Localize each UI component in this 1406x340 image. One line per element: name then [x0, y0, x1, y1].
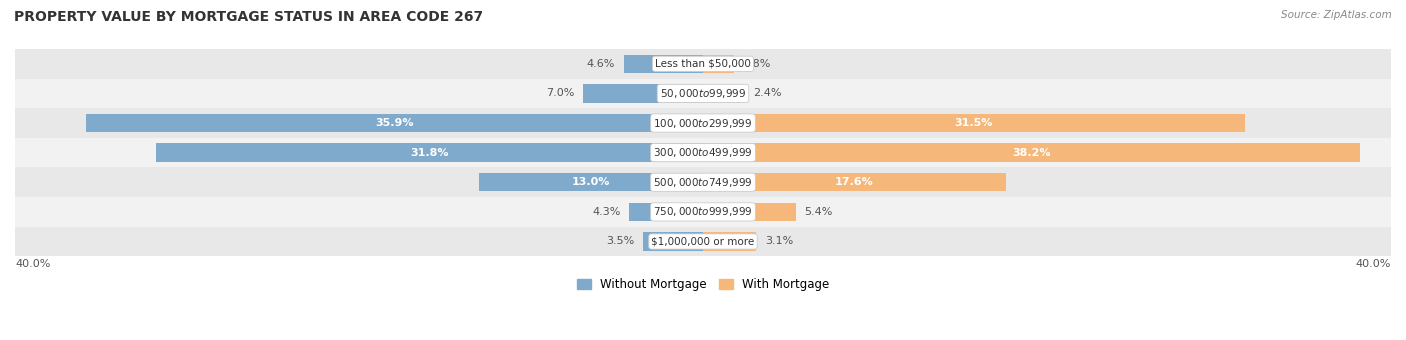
Text: 1.8%: 1.8% — [742, 59, 770, 69]
Bar — [15, 79, 1391, 108]
Text: 2.4%: 2.4% — [752, 88, 782, 98]
Bar — [479, 173, 703, 191]
Text: $1,000,000 or more: $1,000,000 or more — [651, 237, 755, 246]
Bar — [628, 203, 703, 221]
Text: Source: ZipAtlas.com: Source: ZipAtlas.com — [1281, 10, 1392, 20]
Text: 3.1%: 3.1% — [765, 237, 793, 246]
Text: $750,000 to $999,999: $750,000 to $999,999 — [654, 205, 752, 218]
Text: 4.3%: 4.3% — [592, 207, 620, 217]
Text: 31.5%: 31.5% — [955, 118, 993, 128]
Text: 38.2%: 38.2% — [1012, 148, 1050, 158]
Bar — [703, 143, 1360, 162]
Text: PROPERTY VALUE BY MORTGAGE STATUS IN AREA CODE 267: PROPERTY VALUE BY MORTGAGE STATUS IN ARE… — [14, 10, 484, 24]
Bar — [15, 138, 1391, 168]
Text: 4.6%: 4.6% — [586, 59, 616, 69]
Text: $300,000 to $499,999: $300,000 to $499,999 — [654, 146, 752, 159]
Bar — [15, 227, 1391, 256]
Legend: Without Mortgage, With Mortgage: Without Mortgage, With Mortgage — [572, 274, 834, 296]
Text: 31.8%: 31.8% — [411, 148, 449, 158]
Bar — [703, 84, 744, 103]
Bar — [703, 55, 734, 73]
Text: 40.0%: 40.0% — [1355, 259, 1391, 269]
Text: 35.9%: 35.9% — [375, 118, 413, 128]
Bar — [86, 114, 703, 132]
Bar — [15, 108, 1391, 138]
Bar — [703, 173, 1005, 191]
Text: $100,000 to $299,999: $100,000 to $299,999 — [654, 117, 752, 130]
Bar — [703, 203, 796, 221]
Text: 40.0%: 40.0% — [15, 259, 51, 269]
Text: 17.6%: 17.6% — [835, 177, 873, 187]
Text: 3.5%: 3.5% — [606, 237, 634, 246]
Bar — [15, 197, 1391, 227]
Text: 13.0%: 13.0% — [572, 177, 610, 187]
Text: $500,000 to $749,999: $500,000 to $749,999 — [654, 176, 752, 189]
Text: $50,000 to $99,999: $50,000 to $99,999 — [659, 87, 747, 100]
Text: 7.0%: 7.0% — [546, 88, 574, 98]
Bar — [582, 84, 703, 103]
Bar — [643, 232, 703, 251]
Bar — [156, 143, 703, 162]
Text: Less than $50,000: Less than $50,000 — [655, 59, 751, 69]
Bar — [703, 232, 756, 251]
Bar — [624, 55, 703, 73]
Bar — [15, 49, 1391, 79]
Bar — [15, 168, 1391, 197]
Bar — [703, 114, 1244, 132]
Text: 5.4%: 5.4% — [804, 207, 832, 217]
